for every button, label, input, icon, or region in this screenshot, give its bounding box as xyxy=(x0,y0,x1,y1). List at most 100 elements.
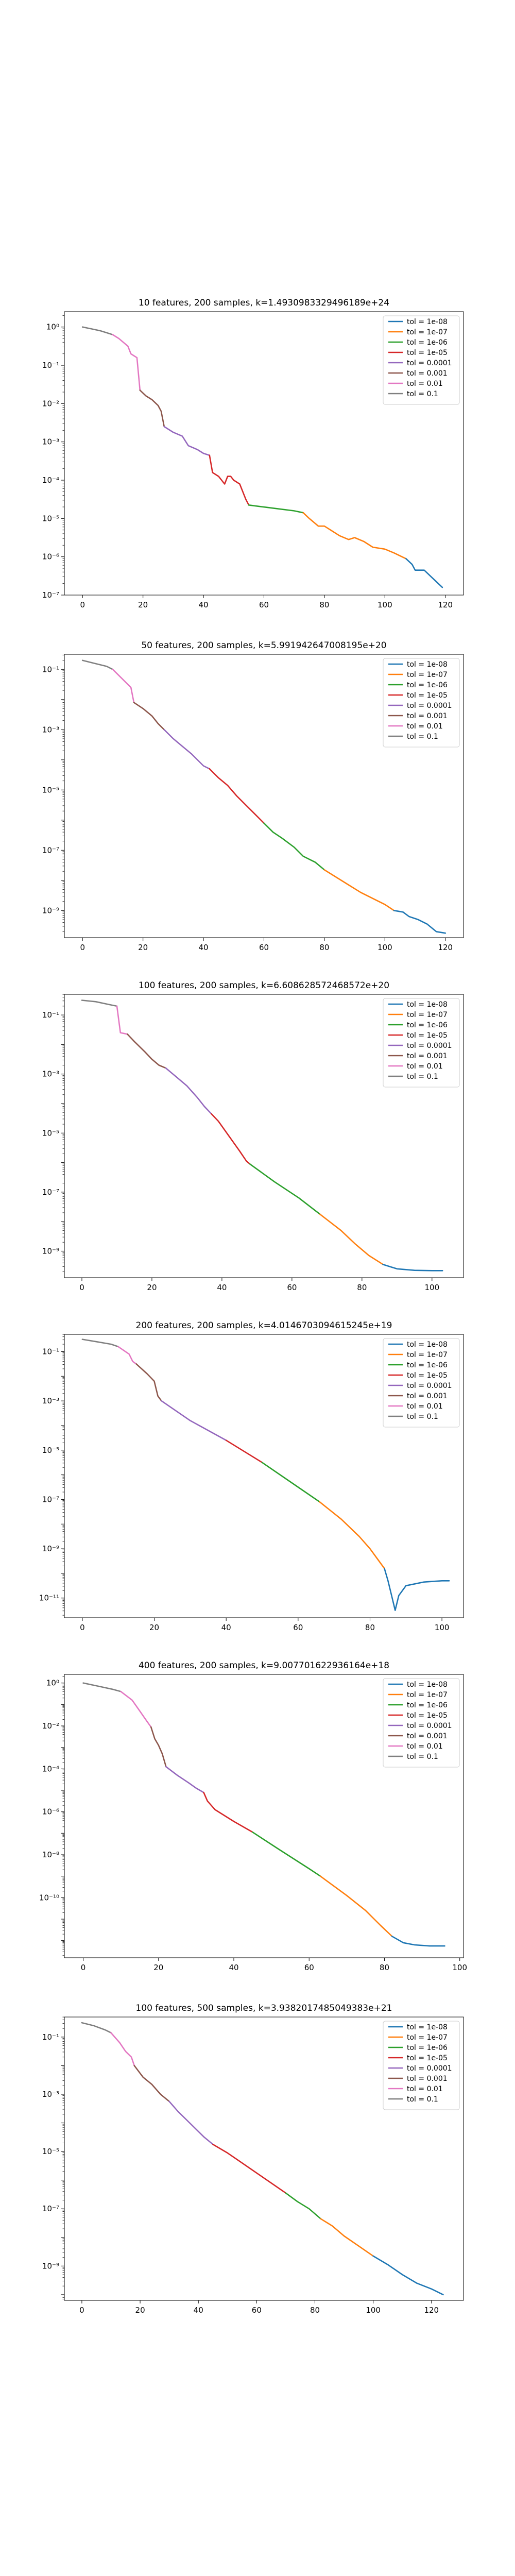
legend-label: tol = 0.0001 xyxy=(407,1382,452,1390)
chart-panel-6: 100 features, 500 samples, k=3.938201748… xyxy=(42,2003,464,2315)
legend-label: tol = 0.001 xyxy=(407,712,448,720)
x-tick-label: 0 xyxy=(80,943,85,952)
y-tick-label: 10⁻⁹ xyxy=(42,906,59,915)
y-tick-label: 10⁻⁹ xyxy=(42,2261,59,2270)
y-tick-label: 10⁻³ xyxy=(42,725,59,734)
y-tick-label: 10⁻¹ xyxy=(42,361,59,370)
legend-label: tol = 0.01 xyxy=(407,1742,443,1751)
series-line-tol-0-01 xyxy=(112,334,141,391)
series-line-tol-1e-06 xyxy=(263,822,325,871)
y-tick-label: 10⁻¹¹ xyxy=(39,1594,59,1603)
series-line-tol-0-0001 xyxy=(168,2100,214,2145)
legend-label: tol = 1e-07 xyxy=(407,671,448,679)
x-tick-label: 100 xyxy=(377,943,392,952)
legend-label: tol = 0.01 xyxy=(407,380,443,388)
series-line-tol-0-001 xyxy=(133,702,165,731)
chart-title: 10 features, 200 samples, k=1.4930983329… xyxy=(139,298,389,308)
series-line-tol-0-001 xyxy=(133,2065,170,2103)
series-line-tol-0-1 xyxy=(82,1682,122,1692)
legend-label: tol = 1e-08 xyxy=(407,318,448,326)
legend-label: tol = 1e-08 xyxy=(407,1341,448,1349)
series-line-tol-0-0001 xyxy=(165,1766,204,1793)
x-tick-label: 60 xyxy=(259,943,269,952)
series-line-tol-1e-05 xyxy=(212,2143,287,2194)
series-line-tol-1e-06 xyxy=(249,1163,321,1215)
x-tick-label: 80 xyxy=(319,943,329,952)
series-line-tol-1e-08 xyxy=(384,1568,450,1611)
x-tick-label: 20 xyxy=(153,1963,163,1972)
legend-label: tol = 1e-07 xyxy=(407,1351,448,1359)
legend-label: tol = 0.1 xyxy=(407,2095,438,2104)
y-tick-label: 10⁻⁷ xyxy=(42,1495,59,1504)
series-line-tol-0-01 xyxy=(112,669,135,703)
legend-label: tol = 1e-08 xyxy=(407,2023,448,2031)
legend-label: tol = 0.001 xyxy=(407,1052,448,1060)
legend-box xyxy=(383,2021,460,2110)
series-line-tol-1e-08 xyxy=(405,558,443,588)
legend-label: tol = 0.1 xyxy=(407,390,438,398)
x-tick-label: 80 xyxy=(357,1283,367,1292)
legend-label: tol = 0.001 xyxy=(407,369,448,378)
series-line-tol-1e-06 xyxy=(248,504,304,514)
series-line-tol-0-001 xyxy=(139,389,165,428)
chart-title: 400 features, 200 samples, k=9.007701622… xyxy=(139,1660,389,1671)
legend-label: tol = 1e-05 xyxy=(407,2054,448,2062)
x-tick-label: 20 xyxy=(149,1623,159,1632)
legend-label: tol = 1e-05 xyxy=(407,1371,448,1380)
series-line-tol-1e-05 xyxy=(209,768,265,824)
y-tick-label: 10⁻¹ xyxy=(42,1347,59,1356)
legend-label: tol = 1e-06 xyxy=(407,338,448,347)
x-tick-label: 0 xyxy=(80,1623,85,1632)
y-tick-label: 10⁻⁷ xyxy=(42,1188,59,1197)
x-tick-label: 120 xyxy=(424,2306,439,2315)
series-line-tol-1e-08 xyxy=(382,1263,443,1272)
y-tick-label: 10⁻⁵ xyxy=(42,785,59,794)
legend-label: tol = 0.01 xyxy=(407,722,443,731)
x-tick-label: 40 xyxy=(199,600,209,609)
legend-label: tol = 0.0001 xyxy=(407,359,452,367)
y-tick-label: 10⁻⁵ xyxy=(42,1446,59,1455)
legend-label: tol = 1e-07 xyxy=(407,1011,448,1019)
legend-label: tol = 0.1 xyxy=(407,1413,438,1421)
legend-label: tol = 1e-06 xyxy=(407,2044,448,2052)
y-tick-label: 10⁻³ xyxy=(42,1070,59,1079)
series-line-tol-0-1 xyxy=(81,2022,112,2033)
chart-title: 50 features, 200 samples, k=5.9919426470… xyxy=(141,640,386,651)
axes-frame xyxy=(64,1674,464,1958)
y-tick-label: 10⁰ xyxy=(46,1679,59,1688)
series-line-tol-1e-07 xyxy=(319,1501,385,1569)
legend-box xyxy=(383,315,460,405)
y-tick-label: 10⁻⁷ xyxy=(42,845,59,855)
legend-label: tol = 1e-06 xyxy=(407,681,448,689)
legend-box xyxy=(383,998,460,1088)
legend-label: tol = 0.0001 xyxy=(407,1042,452,1050)
legend-box xyxy=(383,658,460,748)
y-tick-label: 10⁻⁷ xyxy=(42,590,59,600)
y-tick-label: 10⁻⁴ xyxy=(42,476,59,485)
legend-label: tol = 1e-05 xyxy=(407,349,448,357)
series-line-tol-1e-05 xyxy=(211,1113,251,1165)
legend-label: tol = 0.001 xyxy=(407,2075,448,2083)
series-line-tol-1e-07 xyxy=(320,2218,374,2257)
y-tick-label: 10⁻⁸ xyxy=(42,1850,59,1859)
chart-title: 100 features, 500 samples, k=3.938201748… xyxy=(136,2003,392,2013)
x-tick-label: 40 xyxy=(194,2306,203,2315)
legend-label: tol = 1e-08 xyxy=(407,1681,448,1689)
y-tick-label: 10⁻⁶ xyxy=(42,1807,59,1817)
legend-label: tol = 0.0001 xyxy=(407,2064,452,2073)
x-tick-label: 60 xyxy=(293,1623,303,1632)
series-line-tol-0-01 xyxy=(117,1346,137,1365)
chart-panel-4: 200 features, 200 samples, k=4.014670309… xyxy=(39,1320,464,1632)
legend-label: tol = 1e-05 xyxy=(407,1031,448,1040)
x-tick-label: 20 xyxy=(138,600,148,609)
legend-label: tol = 1e-06 xyxy=(407,1701,448,1709)
series-line-tol-0-01 xyxy=(110,2032,135,2066)
y-tick-label: 10⁻¹⁰ xyxy=(39,1893,59,1902)
legend-label: tol = 0.01 xyxy=(407,2085,443,2093)
x-tick-label: 40 xyxy=(221,1623,231,1632)
x-tick-label: 120 xyxy=(438,943,453,952)
series-line-tol-0-0001 xyxy=(161,1400,227,1441)
x-tick-label: 20 xyxy=(147,1283,157,1292)
x-tick-label: 60 xyxy=(252,2306,262,2315)
